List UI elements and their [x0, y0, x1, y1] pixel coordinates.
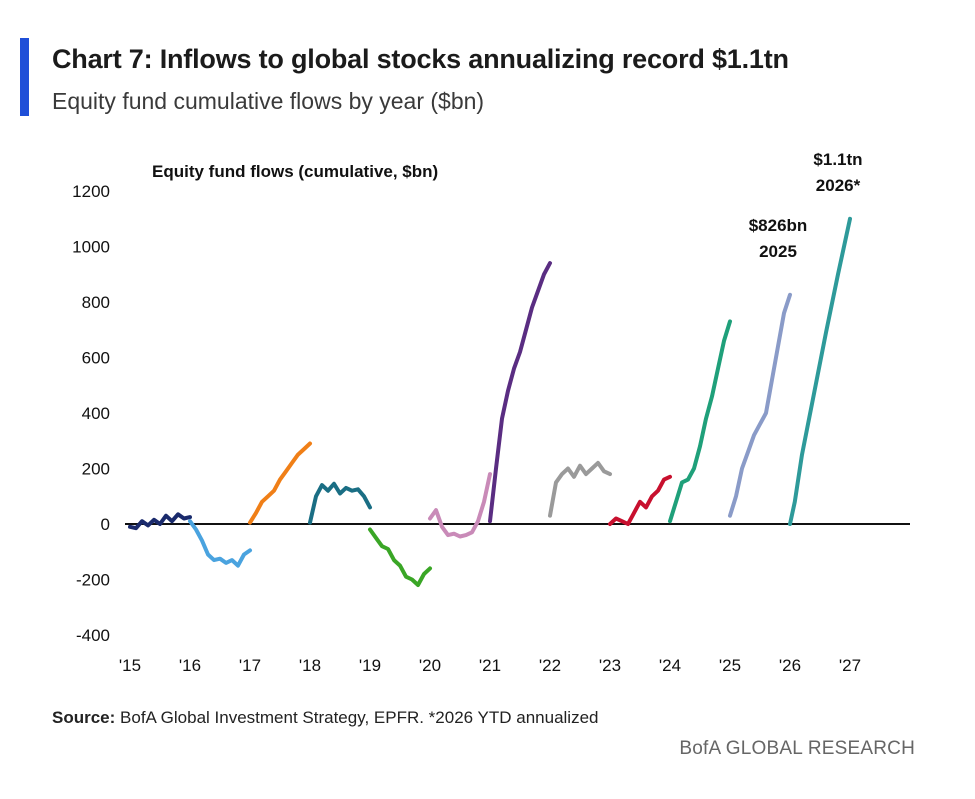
y-tick-label: 1200	[72, 182, 110, 201]
x-tick-label: '23	[599, 656, 621, 675]
series-line-2023	[608, 474, 672, 526]
series-line-2022	[548, 460, 612, 518]
series-line-2018	[308, 481, 372, 525]
axis-title: Equity fund flows (cumulative, $bn)	[152, 162, 438, 181]
brand-label: BofA GLOBAL RESEARCH	[679, 738, 915, 759]
title-accent-bar	[20, 38, 29, 116]
x-tick-label: '26	[779, 656, 801, 675]
x-tick-label: '22	[539, 656, 561, 675]
source-label: Source:	[52, 708, 116, 727]
y-tick-label: 800	[82, 293, 110, 312]
x-tick-label: '17	[239, 656, 261, 675]
annotations: $826bn 2025 $1.1tn 2026*	[749, 150, 863, 261]
series-line-2021	[488, 261, 552, 524]
x-axis: '15 '16 '17 '18 '19 '20 '21 '22 '23 '24 '25 '26 '27	[119, 656, 861, 675]
x-tick-label: '21	[479, 656, 501, 675]
y-tick-label: 200	[82, 460, 110, 479]
annotation-label: 2026*	[816, 176, 861, 195]
series-line-2025	[728, 292, 792, 518]
chart-title: Chart 7: Inflows to global stocks annual…	[52, 44, 789, 74]
y-tick-label: 600	[82, 349, 110, 368]
x-tick-label: '15	[119, 656, 141, 675]
series-line-2024	[668, 319, 732, 524]
source-text: BofA Global Investment Strategy, EPFR. *…	[115, 708, 599, 727]
x-tick-label: '24	[659, 656, 681, 675]
source-note: Source: BofA Global Investment Strategy,…	[52, 708, 599, 728]
y-tick-label: -200	[76, 571, 110, 590]
series-line-2015	[128, 512, 192, 531]
annotation-label: 2025	[759, 242, 797, 261]
x-tick-label: '25	[719, 656, 741, 675]
x-tick-label: '20	[419, 656, 441, 675]
series-line-2019	[368, 527, 432, 587]
x-tick-label: '19	[359, 656, 381, 675]
series-line-2016	[188, 519, 252, 568]
series-line-2020	[428, 472, 492, 539]
annotation-label: $826bn	[749, 216, 808, 235]
y-tick-label: 1000	[72, 238, 110, 257]
x-tick-label: '18	[299, 656, 321, 675]
y-tick-label: 0	[101, 515, 110, 534]
x-tick-label: '27	[839, 656, 861, 675]
y-tick-label: 400	[82, 404, 110, 423]
y-tick-label: -400	[76, 626, 110, 645]
series-line-2017	[248, 441, 312, 525]
chart-subtitle: Equity fund cumulative flows by year ($b…	[52, 88, 485, 114]
y-axis: 1200 1000 800 600 400 200 0 -200 -400	[72, 182, 110, 645]
annotation-label: $1.1tn	[813, 150, 862, 169]
series-group	[128, 216, 852, 587]
series-line-2026	[788, 216, 852, 526]
x-tick-label: '16	[179, 656, 201, 675]
